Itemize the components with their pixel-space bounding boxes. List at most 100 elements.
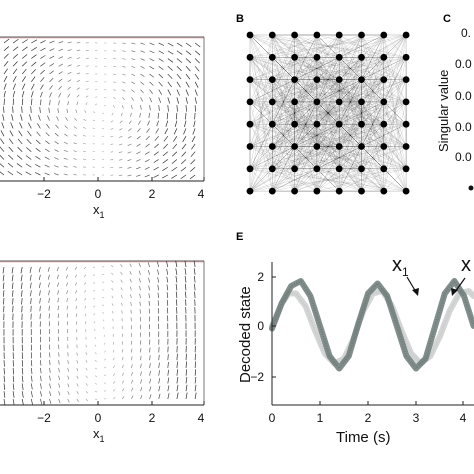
field-arrow (27, 130, 32, 137)
field-arrow (76, 367, 79, 372)
network-edge (316, 34, 340, 125)
field-arrow (110, 143, 114, 145)
field-arrow (58, 71, 63, 75)
field-arrow (167, 105, 169, 112)
network-edge (339, 79, 407, 103)
network-node (380, 76, 388, 83)
field-arrow (139, 301, 141, 306)
network-edge (294, 124, 407, 147)
network-edge (294, 79, 340, 192)
network-edge (249, 146, 317, 192)
network-edge (249, 101, 273, 192)
network-edge (272, 79, 295, 125)
network-node (246, 143, 254, 150)
network-edge (249, 101, 273, 192)
network-edge (249, 124, 273, 169)
field-arrow (175, 268, 178, 275)
field-arrow (140, 355, 142, 361)
network-node (402, 98, 410, 106)
network-edge (249, 57, 407, 169)
network-edge (272, 57, 295, 80)
network-edge (272, 79, 318, 147)
field-arrow (176, 369, 179, 376)
field-arrow (167, 42, 174, 47)
network-edge (294, 79, 318, 169)
network-edge (383, 34, 407, 58)
network-node (402, 76, 410, 83)
network-edge (272, 124, 384, 169)
field-arrow (176, 66, 182, 72)
field-arrow (185, 369, 188, 376)
network-node (335, 31, 343, 39)
network-node (246, 53, 254, 61)
network-node (402, 143, 410, 150)
network-edge (316, 34, 340, 58)
field-arrow (175, 260, 178, 268)
field-arrow (149, 386, 152, 392)
network-edge (294, 79, 407, 192)
field-arrow (57, 305, 59, 311)
field-arrow (73, 166, 77, 168)
network-edge (249, 124, 362, 192)
network-edge (294, 101, 318, 147)
network-edge (339, 34, 362, 169)
field-arrow (157, 292, 160, 299)
field-arrow (122, 50, 126, 52)
field-arrow (0, 171, 5, 176)
field-arrow (58, 78, 63, 83)
network-edge (272, 79, 295, 125)
network-edge (249, 168, 340, 192)
field-arrow (131, 395, 134, 400)
panel-c: C Singular value 0. 0.0 0.0 0.0 0.0 (436, 13, 474, 191)
network-edge (361, 101, 384, 147)
network-edge (383, 101, 407, 125)
field-arrow (181, 143, 187, 150)
field-arrow (3, 391, 6, 398)
network-edge (272, 34, 362, 103)
network-edge (316, 57, 340, 169)
network-edge (316, 168, 407, 192)
network-node (380, 98, 388, 106)
field-arrow (111, 112, 114, 116)
field-arrow (185, 97, 188, 104)
field-arrow (3, 53, 9, 59)
field-arrow (193, 260, 196, 268)
network-edge (272, 79, 340, 169)
field-arrow (180, 166, 187, 172)
network-edge (294, 57, 340, 80)
field-arrow (94, 103, 98, 106)
network-edge (249, 57, 340, 169)
field-arrow (140, 65, 145, 69)
field-arrow (94, 352, 97, 355)
field-arrow (138, 278, 141, 283)
network-edge (294, 124, 318, 192)
field-arrow (136, 143, 141, 147)
field-arrow (144, 174, 150, 178)
xtick-label: 4 (198, 411, 205, 425)
network-edge (272, 34, 340, 147)
field-arrow (29, 266, 32, 273)
network-node (380, 120, 388, 128)
network-edge (316, 168, 340, 192)
network-edge (361, 57, 407, 80)
panel-e-xticks: 0 1 2 3 4 (269, 401, 467, 425)
field-arrow (76, 42, 81, 44)
field-arrow (122, 396, 125, 400)
network-edge (339, 34, 362, 102)
field-arrow (158, 58, 164, 62)
field-arrow (12, 367, 15, 375)
network-edge (294, 101, 407, 169)
field-arrow (40, 77, 45, 83)
network-edge (294, 124, 318, 192)
network-edge (249, 146, 362, 169)
network-edge (339, 124, 362, 147)
network-edge (294, 57, 384, 125)
field-arrow (164, 128, 169, 135)
field-arrow (40, 99, 42, 106)
panel-a-top: −2 0 2 4 x1 (0, 36, 205, 220)
field-arrow (21, 290, 23, 297)
field-arrow (84, 305, 87, 309)
field-arrow (176, 42, 183, 47)
field-arrow (167, 385, 170, 392)
